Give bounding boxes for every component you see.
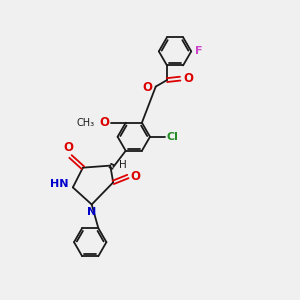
Text: F: F (195, 46, 202, 56)
Text: H: H (118, 160, 126, 170)
Text: CH₃: CH₃ (77, 118, 95, 128)
Text: O: O (100, 116, 110, 129)
Text: O: O (142, 81, 152, 94)
Text: O: O (64, 140, 74, 154)
Text: N: N (87, 207, 96, 217)
Text: HN: HN (50, 179, 68, 190)
Text: O: O (183, 72, 193, 85)
Text: O: O (131, 170, 141, 183)
Text: Cl: Cl (166, 132, 178, 142)
